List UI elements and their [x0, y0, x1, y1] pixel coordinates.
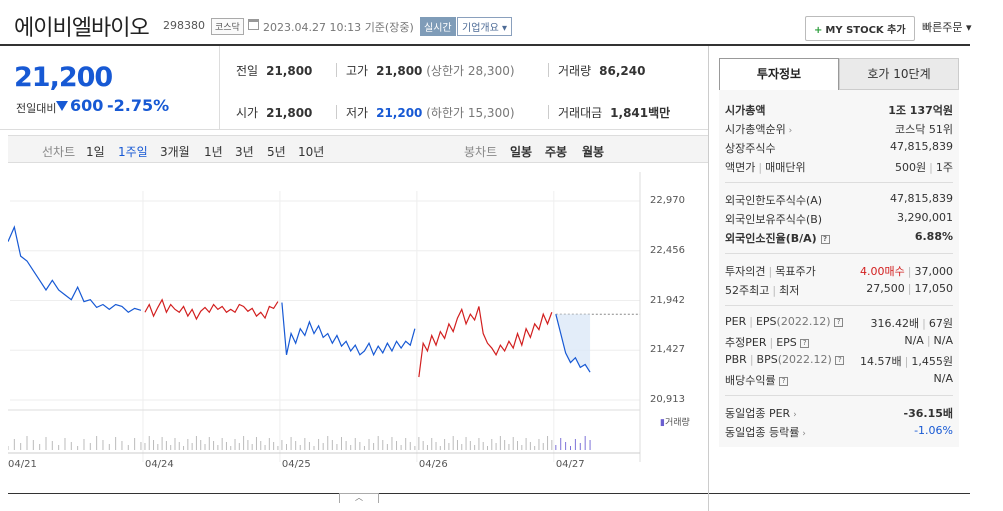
industry-per-row[interactable]: 동일업종 PER › -36.15배 [725, 407, 953, 420]
candle-monthly[interactable]: 월봉 [582, 145, 605, 159]
diff-label: 전일대비 [16, 102, 57, 115]
chevron-up-icon: ︿ [355, 493, 363, 502]
stat-amount: 거래대금 1,841백만 [558, 106, 671, 120]
line-chart-label: 선차트 [42, 145, 76, 159]
down-triangle-icon [56, 101, 68, 111]
realtime-badge: 실시간 [420, 17, 456, 36]
panel-separator [725, 253, 953, 254]
chart-bottom-divider [8, 493, 970, 494]
header-divider [0, 44, 970, 46]
candle-chart-label: 봉차트 [464, 145, 498, 159]
candle-weekly[interactable]: 주봉 [545, 145, 568, 159]
x-tick-label: 04/25 [281, 459, 311, 470]
cap-rank-row[interactable]: 시가총액순위 › 코스닥 51위 [725, 123, 953, 136]
dividend-row: 배당수익률 ? N/A [725, 372, 953, 387]
x-tick-label: 04/24 [144, 459, 174, 470]
stock-header: 에이비엘바이오 298380 코스닥 2023.04.27 10:13 기준(장… [0, 0, 1003, 44]
y-tick-label: 21,942 [650, 294, 685, 306]
market-cap-row: 시가총액 1조 137억원 [725, 104, 953, 117]
period-3m[interactable]: 3개월 [160, 145, 190, 159]
tab-invest-info[interactable]: 투자정보 [719, 58, 839, 90]
week52-row: 52주최고 | 최저 27,500 | 17,050 [725, 282, 953, 297]
per-eps-row: PER | EPS(2022.12) ? 316.42배 | 67원 [725, 315, 953, 330]
y-tick-label: 22,456 [650, 244, 685, 256]
listed-shares-row: 상장주식수 47,815,839 [725, 140, 953, 155]
add-mystock-button[interactable]: + MY STOCK 추가 [805, 16, 915, 41]
y-tick-label: 22,970 [650, 195, 685, 206]
opinion-row: 투자의견 | 목표주가 4.00매수 | 37,000 [725, 265, 953, 278]
chart-expand-button[interactable]: ︿ [339, 493, 379, 503]
price-line-04-24 [144, 298, 279, 321]
help-icon[interactable]: ? [820, 234, 830, 244]
period-1d[interactable]: 1일 [86, 145, 105, 159]
info-tabs: 투자정보 호가 10단계 [719, 58, 959, 90]
price-line-04-21 [8, 225, 142, 314]
price-line-04-27 [555, 314, 591, 373]
par-unit-row: 액면가 | 매매단위 500원 | 1주 [725, 161, 953, 174]
price-line-04-26 [418, 306, 553, 378]
panel-separator [725, 182, 953, 183]
stat-separator [336, 63, 337, 77]
market-badge: 코스닥 [211, 18, 244, 35]
price-line-04-25 [281, 302, 416, 357]
stat-separator [336, 105, 337, 119]
help-icon[interactable]: ? [779, 376, 789, 386]
y-tick-label: 21,427 [650, 344, 685, 356]
price-stats: 전일 21,800 고가 21,800 (상한가 28,300) 거래량 86,240… [220, 46, 708, 130]
chevron-right-icon: › [790, 410, 797, 420]
quick-order-dropdown[interactable]: 빠른주문 ▾ [922, 21, 972, 34]
price-chart[interactable]: 22,970 22,456 21,942 21,427 20,913 04/21 04/2… [8, 172, 708, 492]
help-icon[interactable]: ? [835, 355, 845, 365]
volume-legend: ▮거래량 [660, 418, 690, 428]
current-price: 21,200 [14, 62, 113, 93]
stock-name: 에이비엘바이오 [14, 16, 150, 41]
stock-code: 298380 [163, 19, 205, 32]
panel-divider [708, 46, 709, 511]
y-tick-label: 20,913 [650, 394, 685, 405]
candle-daily[interactable]: 일봉 [510, 145, 533, 159]
price-chart-svg [8, 172, 641, 462]
chevron-down-icon: ▾ [962, 21, 972, 34]
chevron-right-icon: › [785, 126, 793, 136]
stat-separator [548, 105, 549, 119]
stat-prev-close: 전일 21,800 [236, 64, 313, 78]
panel-separator [725, 305, 953, 306]
calendar-icon [248, 19, 259, 30]
plus-icon: + [814, 25, 823, 36]
tab-orderbook[interactable]: 호가 10단계 [839, 58, 959, 90]
chevron-right-icon: › [799, 429, 806, 439]
foreign-hold-row: 외국인보유주식수(B) 3,290,001 [725, 211, 953, 226]
x-tick-label: 04/21 [8, 459, 37, 470]
pbr-bps-row: PBR | BPS(2022.12) ? 14.57배 | 1,455원 [725, 353, 953, 368]
datetime-text: 2023.04.27 10:13 기준(장중) [263, 21, 414, 34]
chevron-down-icon: ▾ [498, 23, 508, 34]
foreign-rate-row: 외국인소진율(B/A) ? 6.88% [725, 230, 953, 245]
period-1w[interactable]: 1주일 [118, 145, 148, 159]
company-info-dropdown[interactable]: 기업개요 ▾ [457, 17, 513, 36]
period-1y[interactable]: 1년 [204, 145, 223, 159]
session-area [555, 314, 591, 373]
x-tick-label: 04/26 [418, 459, 448, 470]
panel-separator [725, 395, 953, 396]
stat-low: 저가 21,200 (하한가 15,300) [346, 106, 515, 120]
period-3y[interactable]: 3년 [235, 145, 254, 159]
stat-high: 고가 21,800 (상한가 28,300) [346, 64, 515, 78]
stat-separator [548, 63, 549, 77]
est-per-row: 추정PER | EPS ? N/A | N/A [725, 334, 953, 349]
foreign-limit-row: 외국인한도주식수(A) 47,815,839 [725, 192, 953, 207]
period-10y[interactable]: 10년 [298, 145, 325, 159]
stat-open: 시가 21,800 [236, 106, 313, 120]
chart-period-bar: 선차트 1일 1주일 3개월 1년 3년 5년 10년 봉차트 일봉 주봉 월봉 [8, 135, 708, 163]
period-5y[interactable]: 5년 [267, 145, 286, 159]
stat-volume: 거래량 86,240 [558, 64, 646, 78]
industry-rate-row[interactable]: 동일업종 등락률 › -1.06% [725, 424, 953, 439]
help-icon[interactable]: ? [834, 317, 844, 327]
price-block: 21,200 전일대비 600 -2.75% [0, 46, 220, 130]
x-tick-label: 04/27 [555, 459, 585, 470]
help-icon[interactable]: ? [800, 338, 810, 348]
price-diff-percent: -2.75% [107, 96, 170, 115]
invest-info-panel: 시가총액 1조 137억원 시가총액순위 › 코스닥 51위 상장주식수 47,815… [719, 90, 959, 447]
price-diff: 600 [56, 96, 103, 115]
